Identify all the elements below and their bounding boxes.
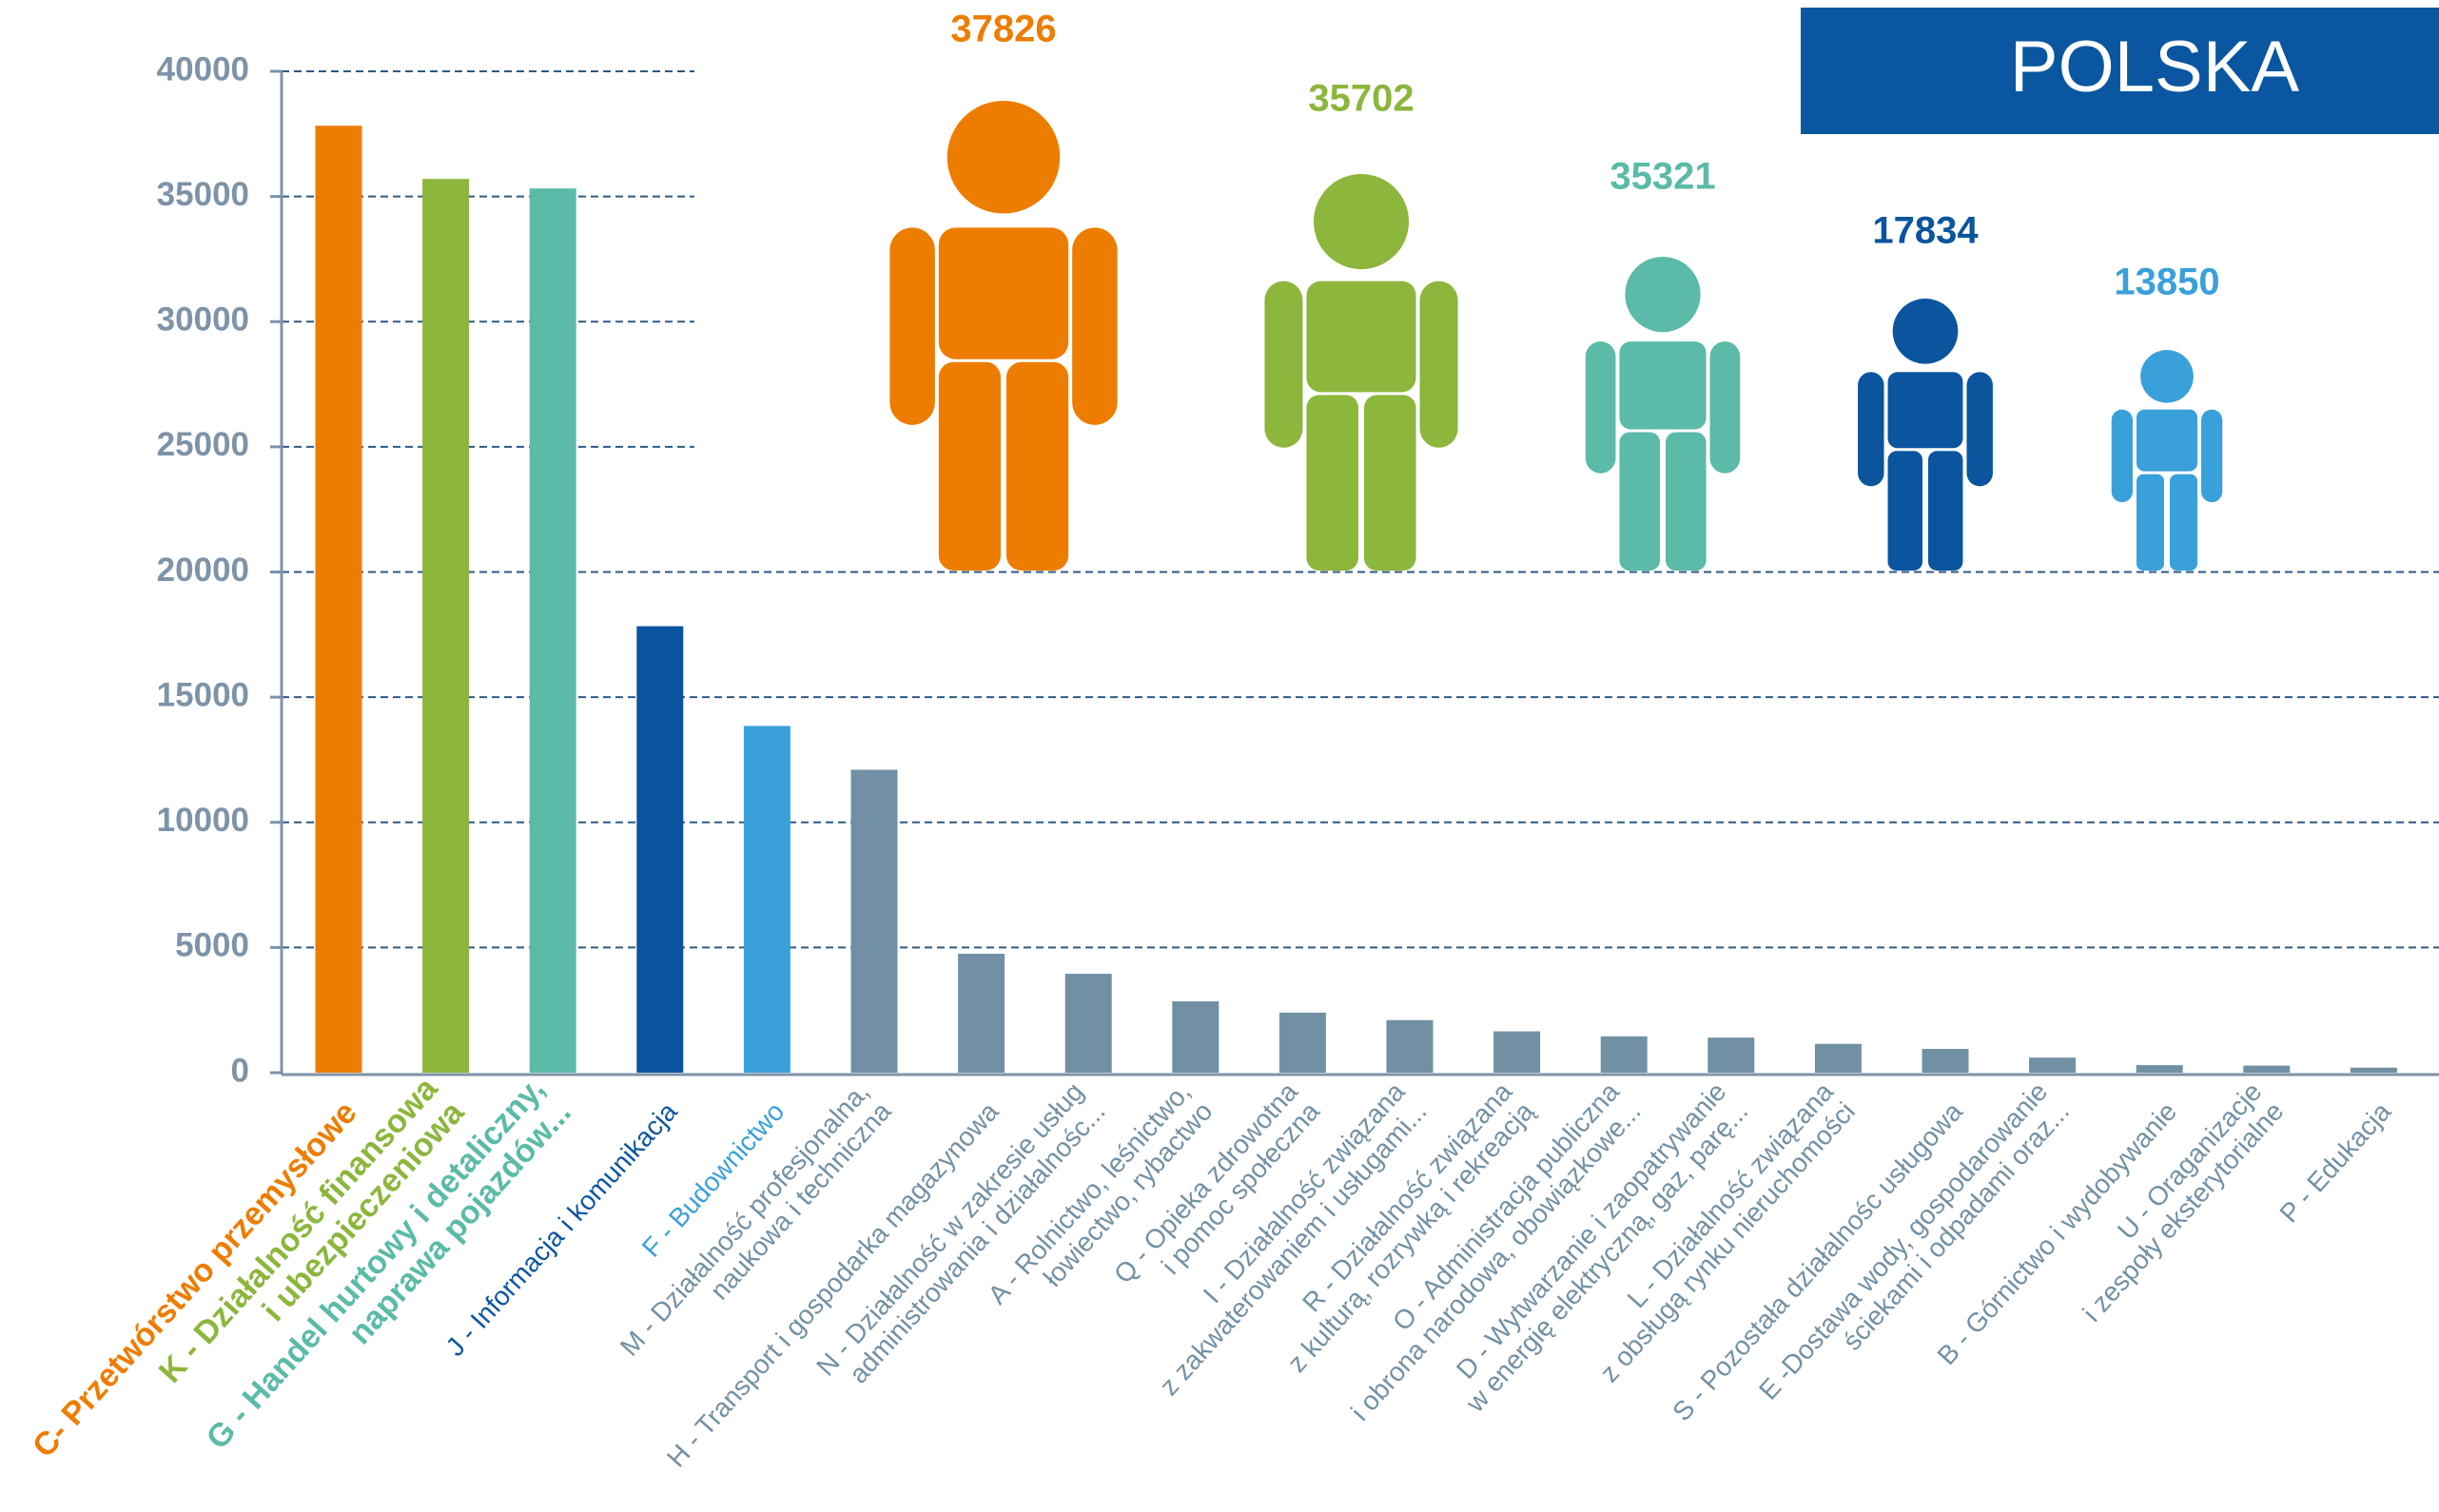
icon-body	[1306, 281, 1416, 393]
icon-body	[938, 227, 1069, 359]
bar	[1386, 1019, 1434, 1073]
icon-arm	[1966, 372, 1993, 487]
icon-body	[1619, 341, 1707, 430]
icon-body	[2136, 409, 2198, 472]
y-tick-label: 30000	[157, 301, 249, 339]
bar	[1278, 1012, 1326, 1073]
icon-leg	[1619, 432, 1660, 571]
icon-head	[2140, 350, 2194, 403]
icon-arm	[1858, 372, 1884, 487]
bar	[2029, 1057, 2077, 1073]
y-tick-label: 20000	[157, 552, 249, 589]
icon-arm	[1072, 227, 1118, 425]
bar	[1172, 1000, 1220, 1073]
bar	[2136, 1065, 2183, 1073]
bar	[1707, 1037, 1755, 1073]
bar	[2243, 1065, 2291, 1073]
badge-box	[1801, 8, 2439, 134]
icon-arm	[1419, 281, 1458, 448]
icon-head	[946, 101, 1061, 214]
value-label: 35702	[1308, 78, 1414, 120]
bar	[1064, 974, 1112, 1073]
icon-leg	[938, 361, 1001, 571]
y-tick-label: 40000	[157, 50, 249, 87]
value-label: 17834	[1872, 210, 1979, 252]
bar	[958, 953, 1005, 1073]
bar	[1600, 1036, 1648, 1073]
icon-arm	[1709, 341, 1741, 474]
icon-leg	[1306, 395, 1358, 571]
y-tick-label: 5000	[175, 927, 249, 964]
y-tick-label: 25000	[157, 426, 249, 463]
y-tick-label: 15000	[157, 676, 249, 713]
figure-icon	[1585, 257, 1741, 571]
y-tick-label: 0	[231, 1052, 249, 1089]
icon-head	[1892, 299, 1959, 364]
figure-icon	[1264, 174, 1458, 571]
icon-arm	[889, 227, 935, 425]
bar	[1493, 1031, 1541, 1073]
icon-arm	[1264, 281, 1303, 448]
icon-head	[1625, 257, 1701, 333]
bar	[529, 188, 576, 1073]
value-label: 13850	[2114, 262, 2219, 303]
icon-head	[1313, 174, 1410, 270]
icon-body	[1887, 372, 1963, 449]
y-tick-label: 35000	[157, 176, 249, 213]
icon-leg	[1666, 432, 1707, 571]
bar	[850, 769, 898, 1073]
icon-arm	[2111, 409, 2133, 503]
bar	[422, 179, 470, 1074]
bar	[315, 126, 362, 1074]
figure-icon	[1858, 299, 1993, 571]
x-tick-label: P - Edukacja	[2273, 1096, 2396, 1229]
icon-leg	[1006, 361, 1069, 571]
icon-leg	[2136, 474, 2164, 571]
icon-leg	[1887, 451, 1922, 571]
icon-arm	[1585, 341, 1616, 474]
figure-icon	[2111, 350, 2223, 571]
figure-icon	[889, 101, 1118, 571]
badge: POLSKA	[2010, 27, 2299, 107]
icon-leg	[1928, 451, 1963, 571]
bar	[636, 626, 684, 1073]
icon-leg	[1364, 395, 1416, 571]
bar	[743, 726, 790, 1073]
value-label: 35321	[1610, 156, 1715, 198]
value-label: 37826	[950, 9, 1056, 50]
y-tick-label: 10000	[157, 802, 249, 839]
bar	[2350, 1067, 2397, 1073]
bar	[1814, 1043, 1862, 1073]
icon-leg	[2170, 474, 2198, 571]
bar	[1922, 1048, 1969, 1073]
icon-arm	[2201, 409, 2223, 503]
